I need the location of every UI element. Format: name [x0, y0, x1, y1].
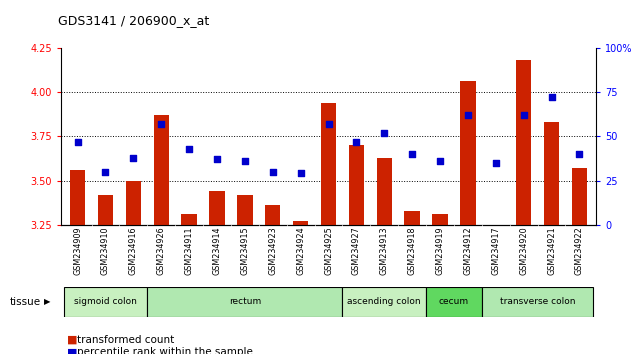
Point	[546, 95, 556, 100]
Text: GSM234916: GSM234916	[129, 226, 138, 275]
Bar	[377, 158, 392, 225]
Text: ■: ■	[67, 347, 78, 354]
Text: cecum: cecum	[439, 297, 469, 306]
Bar	[482, 287, 594, 317]
Bar	[293, 221, 308, 225]
Text: GSM234918: GSM234918	[408, 226, 417, 275]
Text: GSM234923: GSM234923	[269, 226, 278, 275]
Point	[156, 121, 167, 127]
Point	[519, 112, 529, 118]
Bar	[544, 122, 559, 225]
Text: GSM234910: GSM234910	[101, 226, 110, 275]
Text: sigmoid colon: sigmoid colon	[74, 297, 137, 306]
Text: GSM234911: GSM234911	[185, 226, 194, 275]
Point	[212, 156, 222, 162]
Bar	[147, 287, 342, 317]
Text: ▶: ▶	[44, 297, 50, 306]
Point	[463, 112, 473, 118]
Bar	[98, 195, 113, 225]
Text: GSM234922: GSM234922	[575, 226, 584, 275]
Bar	[516, 60, 531, 225]
Bar	[349, 145, 364, 225]
Text: GSM234924: GSM234924	[296, 226, 305, 275]
Text: percentile rank within the sample: percentile rank within the sample	[77, 347, 253, 354]
Text: tissue: tissue	[10, 297, 41, 307]
Bar	[342, 287, 426, 317]
Bar	[572, 168, 587, 225]
Point	[351, 139, 362, 144]
Bar	[404, 211, 420, 225]
Point	[268, 169, 278, 175]
Bar	[265, 205, 280, 225]
Text: GSM234913: GSM234913	[379, 226, 388, 275]
Text: transformed count: transformed count	[77, 335, 174, 345]
Point	[323, 121, 333, 127]
Point	[240, 158, 250, 164]
Text: ■: ■	[67, 335, 78, 345]
Point	[379, 130, 389, 136]
Bar	[63, 287, 147, 317]
Text: GSM234914: GSM234914	[213, 226, 222, 275]
Bar	[154, 115, 169, 225]
Point	[184, 146, 194, 152]
Bar	[181, 214, 197, 225]
Point	[435, 158, 445, 164]
Point	[407, 151, 417, 157]
Bar	[321, 103, 336, 225]
Text: GSM234926: GSM234926	[157, 226, 166, 275]
Point	[296, 171, 306, 176]
Bar	[432, 214, 447, 225]
Bar	[70, 170, 85, 225]
Bar	[460, 81, 476, 225]
Point	[490, 160, 501, 166]
Text: rectum: rectum	[229, 297, 261, 306]
Point	[101, 169, 111, 175]
Text: ascending colon: ascending colon	[347, 297, 421, 306]
Text: GSM234917: GSM234917	[491, 226, 500, 275]
Text: GSM234927: GSM234927	[352, 226, 361, 275]
Bar	[426, 287, 482, 317]
Bar	[237, 195, 253, 225]
Text: GSM234909: GSM234909	[73, 226, 82, 275]
Text: GSM234912: GSM234912	[463, 226, 472, 275]
Text: transverse colon: transverse colon	[500, 297, 576, 306]
Text: GSM234919: GSM234919	[435, 226, 444, 275]
Bar	[126, 181, 141, 225]
Point	[574, 151, 585, 157]
Bar	[210, 191, 225, 225]
Text: GDS3141 / 206900_x_at: GDS3141 / 206900_x_at	[58, 14, 209, 27]
Point	[72, 139, 83, 144]
Text: GSM234921: GSM234921	[547, 226, 556, 275]
Text: GSM234920: GSM234920	[519, 226, 528, 275]
Text: GSM234915: GSM234915	[240, 226, 249, 275]
Point	[128, 155, 138, 160]
Text: GSM234925: GSM234925	[324, 226, 333, 275]
